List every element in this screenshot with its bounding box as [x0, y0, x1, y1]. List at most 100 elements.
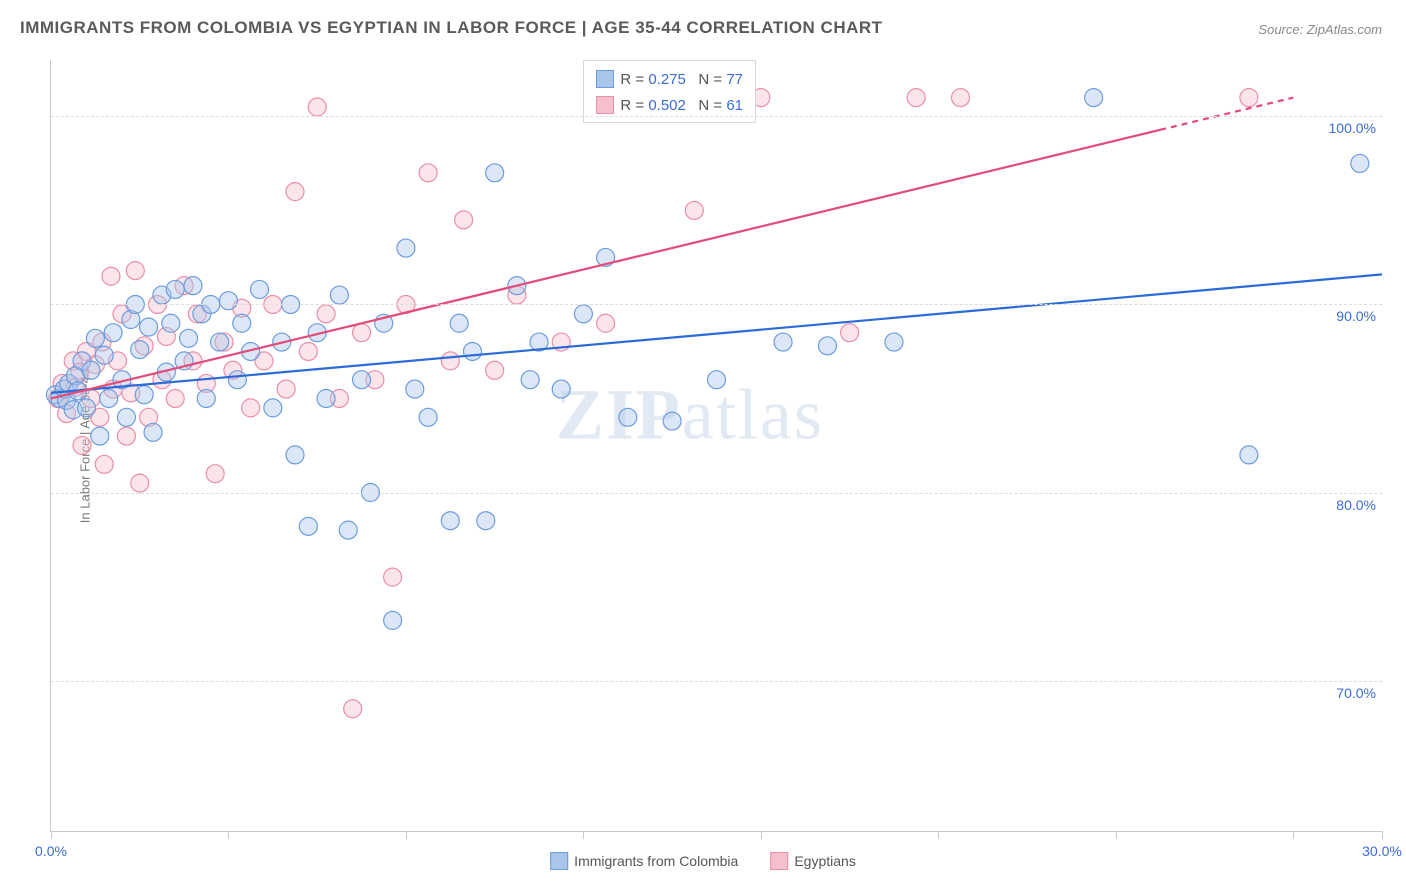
- stats-box: R = 0.275 N = 77R = 0.502 N = 61: [583, 60, 756, 123]
- x-tick: [1116, 831, 1117, 839]
- x-tick: [1382, 831, 1383, 839]
- scatter-point: [339, 521, 357, 539]
- scatter-point: [135, 386, 153, 404]
- scatter-point: [841, 324, 859, 342]
- scatter-point: [286, 446, 304, 464]
- scatter-point: [308, 98, 326, 116]
- chart-container: IMMIGRANTS FROM COLOMBIA VS EGYPTIAN IN …: [0, 0, 1406, 892]
- stats-n-value: 61: [726, 97, 743, 114]
- scatter-point: [162, 314, 180, 332]
- scatter-point: [100, 389, 118, 407]
- scatter-point: [1351, 154, 1369, 172]
- scatter-point: [131, 474, 149, 492]
- scatter-point: [574, 305, 592, 323]
- scatter-point: [131, 341, 149, 359]
- source-label: Source:: [1258, 22, 1303, 37]
- scatter-point: [597, 314, 615, 332]
- legend-item: Immigrants from Colombia: [550, 852, 738, 870]
- x-tick: [51, 831, 52, 839]
- stats-r-label: R =: [620, 71, 648, 88]
- scatter-point: [330, 286, 348, 304]
- scatter-point: [1085, 89, 1103, 107]
- scatter-point: [299, 517, 317, 535]
- source-value: ZipAtlas.com: [1307, 22, 1382, 37]
- scatter-point: [463, 342, 481, 360]
- scatter-point: [126, 262, 144, 280]
- scatter-point: [317, 305, 335, 323]
- scatter-point: [233, 314, 251, 332]
- y-tick-label: 90.0%: [1336, 308, 1376, 324]
- scatter-point: [521, 371, 539, 389]
- stats-row: R = 0.275 N = 77: [596, 67, 743, 93]
- trend-line: [51, 130, 1160, 399]
- scatter-point: [455, 211, 473, 229]
- scatter-point: [818, 337, 836, 355]
- scatter-point: [1240, 89, 1258, 107]
- x-tick-label: 0.0%: [35, 843, 67, 859]
- scatter-point: [184, 277, 202, 295]
- stats-n-value: 77: [726, 71, 743, 88]
- stats-r-value: 0.275: [648, 71, 686, 88]
- y-tick-label: 70.0%: [1336, 685, 1376, 701]
- scatter-point: [264, 399, 282, 417]
- scatter-point: [708, 371, 726, 389]
- stats-r-value: 0.502: [648, 97, 686, 114]
- plot-area: ZIPatlas R = 0.275 N = 77R = 0.502 N = 6…: [50, 60, 1382, 832]
- legend-swatch: [596, 96, 614, 114]
- scatter-point: [441, 352, 459, 370]
- scatter-point: [685, 201, 703, 219]
- scatter-point: [211, 333, 229, 351]
- legend-swatch: [770, 852, 788, 870]
- y-tick-label: 80.0%: [1336, 497, 1376, 513]
- scatter-point: [477, 512, 495, 530]
- x-tick: [1293, 831, 1294, 839]
- scatter-point: [82, 361, 100, 379]
- legend-swatch: [550, 852, 568, 870]
- scatter-point: [486, 164, 504, 182]
- scatter-point: [663, 412, 681, 430]
- scatter-point: [277, 380, 295, 398]
- scatter-point: [1240, 446, 1258, 464]
- scatter-point: [140, 318, 158, 336]
- scatter-point: [619, 408, 637, 426]
- scatter-point: [102, 267, 120, 285]
- scatter-point: [91, 427, 109, 445]
- scatter-point: [180, 329, 198, 347]
- scatter-point: [384, 568, 402, 586]
- legend-item: Egyptians: [770, 852, 855, 870]
- chart-title: IMMIGRANTS FROM COLOMBIA VS EGYPTIAN IN …: [20, 18, 883, 38]
- scatter-point: [73, 437, 91, 455]
- scatter-point: [117, 408, 135, 426]
- x-tick: [938, 831, 939, 839]
- scatter-point: [406, 380, 424, 398]
- x-tick-label: 30.0%: [1362, 843, 1402, 859]
- x-tick: [406, 831, 407, 839]
- gridline: [51, 116, 1382, 117]
- scatter-point: [206, 465, 224, 483]
- scatter-point: [86, 329, 104, 347]
- legend-label: Immigrants from Colombia: [574, 853, 738, 869]
- x-tick: [228, 831, 229, 839]
- chart-svg: [51, 60, 1382, 831]
- scatter-point: [384, 611, 402, 629]
- scatter-point: [242, 399, 260, 417]
- scatter-point: [166, 389, 184, 407]
- scatter-point: [486, 361, 504, 379]
- scatter-point: [441, 512, 459, 530]
- x-tick: [583, 831, 584, 839]
- gridline: [51, 493, 1382, 494]
- scatter-point: [344, 700, 362, 718]
- stats-row: R = 0.502 N = 61: [596, 93, 743, 119]
- stats-n-label: N =: [686, 97, 726, 114]
- scatter-point: [166, 280, 184, 298]
- scatter-point: [286, 183, 304, 201]
- scatter-point: [397, 239, 415, 257]
- scatter-point: [251, 280, 269, 298]
- scatter-point: [353, 371, 371, 389]
- scatter-point: [197, 389, 215, 407]
- scatter-point: [552, 380, 570, 398]
- scatter-point: [104, 324, 122, 342]
- scatter-point: [353, 324, 371, 342]
- scatter-point: [299, 342, 317, 360]
- scatter-point: [117, 427, 135, 445]
